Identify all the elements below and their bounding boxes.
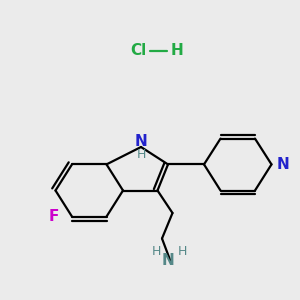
- Text: N: N: [135, 134, 147, 149]
- Text: H: H: [171, 44, 183, 59]
- Text: N: N: [162, 253, 174, 268]
- Text: N: N: [277, 157, 289, 172]
- Text: F: F: [49, 209, 59, 224]
- Text: H: H: [151, 244, 161, 258]
- Text: H: H: [178, 244, 187, 258]
- Text: Cl: Cl: [130, 44, 147, 59]
- Text: H: H: [136, 148, 146, 161]
